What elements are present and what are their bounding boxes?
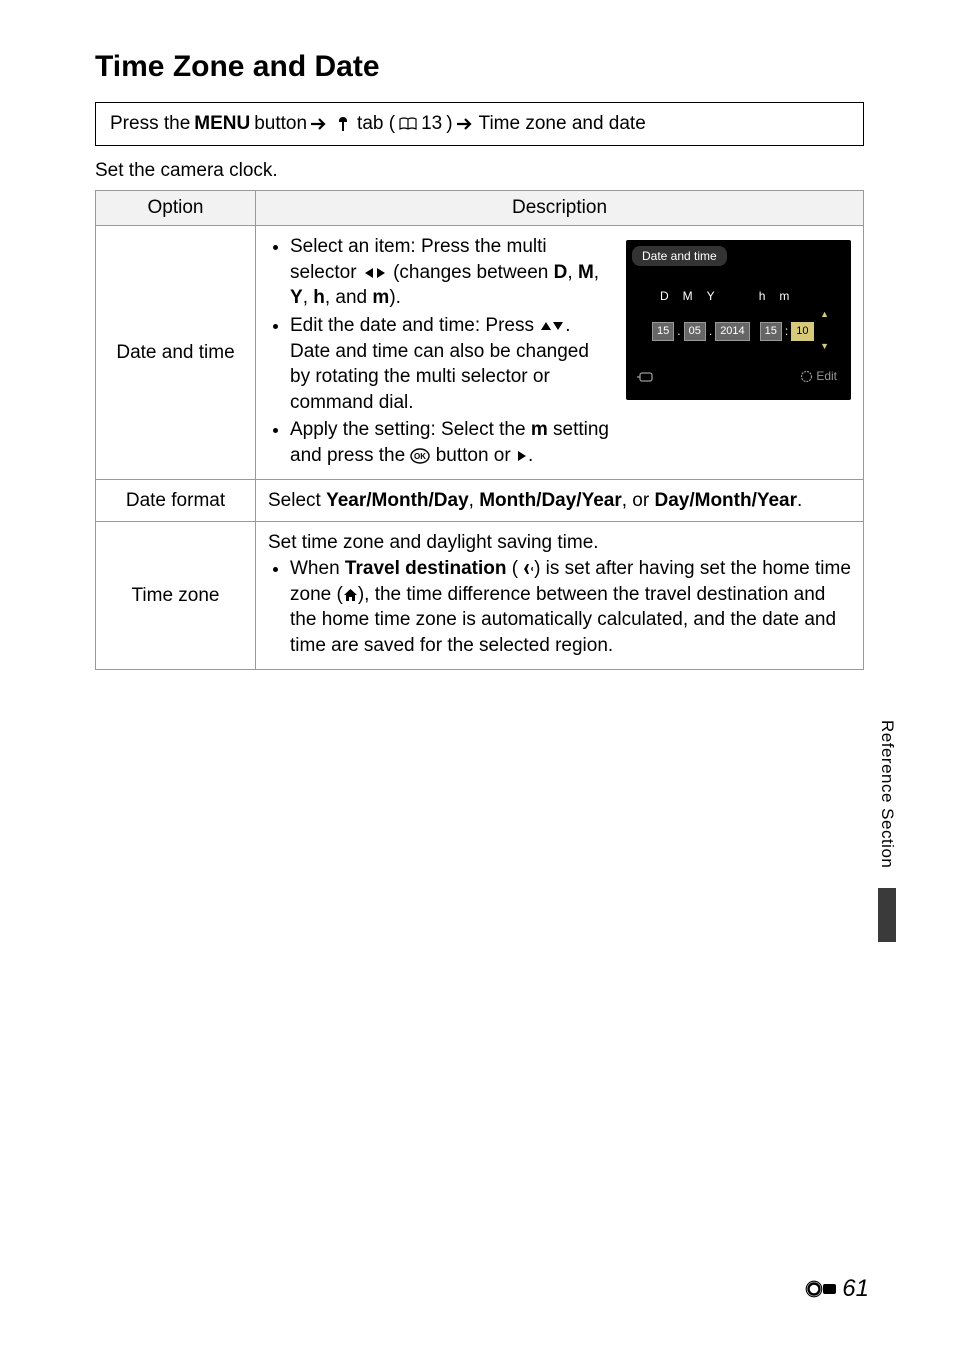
breadcrumb-mid3: ) xyxy=(446,113,452,135)
arrow-right-icon xyxy=(311,117,329,131)
breadcrumb-pageref: 13 xyxy=(421,113,442,135)
text: m xyxy=(531,419,548,440)
preview-edit: Edit xyxy=(800,368,837,384)
text: (changes between xyxy=(388,262,554,283)
label-d: D xyxy=(660,288,669,304)
arrow-right-icon xyxy=(457,117,475,131)
text: Travel destination xyxy=(345,558,507,579)
breadcrumb-mid2: tab ( xyxy=(357,113,395,135)
header-description: Description xyxy=(256,191,864,226)
text: , xyxy=(594,262,599,283)
list-item: Apply the setting: Select the m setting … xyxy=(290,417,612,468)
label-m: M xyxy=(683,288,693,304)
preview-values: 15. 05. 2014 15: 10 xyxy=(652,322,814,341)
text: , xyxy=(303,287,314,308)
text: , xyxy=(469,490,480,511)
text: M xyxy=(578,262,594,283)
text: Set time zone and daylight saving time. xyxy=(268,530,851,556)
preview-title: Date and time xyxy=(632,246,727,266)
side-tab-block xyxy=(878,888,896,942)
left-right-icon xyxy=(362,266,388,280)
description-date-time: Select an item: Press the multi selector… xyxy=(256,226,864,480)
text: . xyxy=(528,445,533,466)
side-tab-label: Reference Section xyxy=(877,720,897,880)
label-y: Y xyxy=(707,288,715,304)
text: , and xyxy=(325,287,373,308)
options-table: Option Description Date and time Select … xyxy=(95,190,864,670)
svg-text:OK: OK xyxy=(414,452,426,461)
value-min: 10 xyxy=(791,322,813,341)
text: ), the time difference between the trave… xyxy=(290,584,836,656)
back-icon xyxy=(636,370,654,388)
text: Month/Day/Year xyxy=(479,490,622,511)
text: Y xyxy=(290,287,303,308)
pagination-icon xyxy=(805,1280,839,1298)
edit-label: Edit xyxy=(816,369,837,383)
list-item: When Travel destination () is set after … xyxy=(290,556,851,659)
text: , xyxy=(567,262,578,283)
text: Year/Month/Day xyxy=(326,490,469,511)
text: D xyxy=(554,262,568,283)
text: . xyxy=(797,490,802,511)
wrench-icon xyxy=(335,115,351,133)
preview-labels: D M Y h m xyxy=(660,288,789,304)
text: Edit the date and time: Press xyxy=(290,315,539,336)
text: ). xyxy=(389,287,401,308)
text: button or xyxy=(430,445,516,466)
plane-icon xyxy=(518,562,534,576)
text: Day/Month/Year xyxy=(654,490,797,511)
option-date-time: Date and time xyxy=(96,226,256,480)
list-item: Edit the date and time: Press . Date and… xyxy=(290,313,612,416)
breadcrumb-mid1: button xyxy=(254,113,307,135)
table-row: Date format Select Year/Month/Day, Month… xyxy=(96,479,864,522)
table-header-row: Option Description xyxy=(96,191,864,226)
menu-button-label: MENU xyxy=(194,113,250,135)
text: , or xyxy=(622,490,655,511)
table-row: Date and time Select an item: Press the … xyxy=(96,226,864,480)
side-tab: Reference Section xyxy=(876,720,898,950)
value-day: 15 xyxy=(652,322,674,341)
header-option: Option xyxy=(96,191,256,226)
option-time-zone: Time zone xyxy=(96,522,256,669)
option-date-format: Date format xyxy=(96,479,256,522)
dial-icon xyxy=(800,370,813,383)
triangle-right-icon xyxy=(516,450,528,462)
text: When xyxy=(290,558,345,579)
text: ( xyxy=(506,558,518,579)
breadcrumb-prefix: Press the xyxy=(110,113,190,135)
book-icon xyxy=(399,117,417,131)
subtitle: Set the camera clock. xyxy=(95,160,864,182)
page-title: Time Zone and Date xyxy=(95,50,864,84)
text: h xyxy=(313,287,325,308)
camera-preview: Date and time D M Y h m 15. 05. 2014 xyxy=(626,240,851,400)
breadcrumb-end: Time zone and date xyxy=(479,113,646,135)
description-date-format: Select Year/Month/Day, Month/Day/Year, o… xyxy=(256,479,864,522)
page-number: 61 xyxy=(805,1275,869,1303)
list-item: Select an item: Press the multi selector… xyxy=(290,234,612,311)
value-year: 2014 xyxy=(715,322,749,341)
text: Select xyxy=(268,490,326,511)
preview-arrows: ▲▼ xyxy=(820,308,829,352)
value-hour: 15 xyxy=(760,322,782,341)
ok-button-icon: OK xyxy=(410,448,430,464)
value-month: 05 xyxy=(684,322,706,341)
text: Apply the setting: Select the xyxy=(290,419,531,440)
description-time-zone: Set time zone and daylight saving time. … xyxy=(256,522,864,669)
label-min: m xyxy=(779,288,789,304)
up-down-icon xyxy=(539,319,565,333)
label-h: h xyxy=(759,288,766,304)
home-icon xyxy=(343,588,358,602)
text: m xyxy=(372,287,389,308)
table-row: Time zone Set time zone and daylight sav… xyxy=(96,522,864,669)
page-number-value: 61 xyxy=(842,1275,869,1303)
breadcrumb: Press the MENU button tab ( 13 ) Time zo… xyxy=(95,102,864,146)
